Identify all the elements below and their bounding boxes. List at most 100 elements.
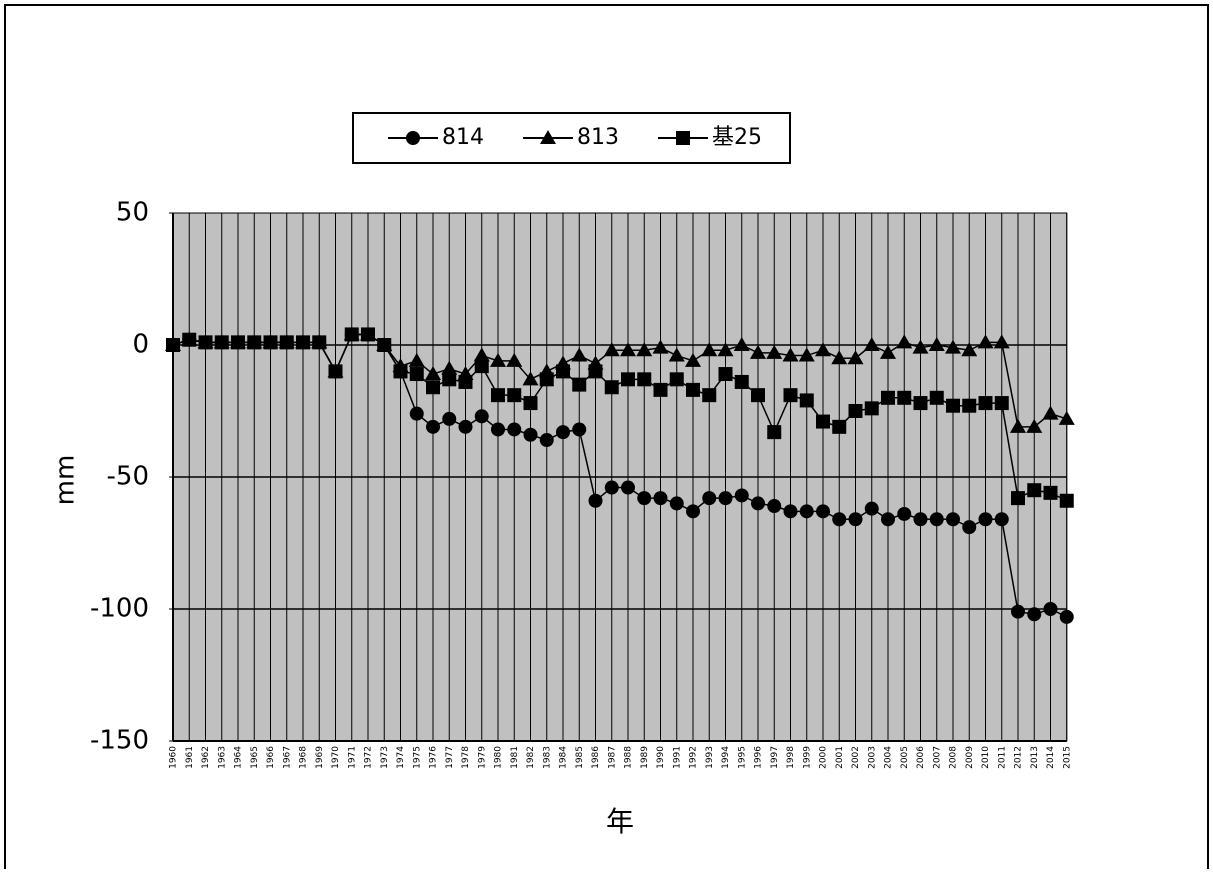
data-point <box>929 512 944 527</box>
x-tick-label: 1987 <box>607 746 617 769</box>
x-tick-label: 1964 <box>234 746 244 769</box>
data-point <box>767 425 782 440</box>
data-point <box>816 414 830 429</box>
data-point <box>571 347 588 362</box>
data-point <box>621 372 635 387</box>
x-tick-label: 1962 <box>201 746 211 769</box>
x-tick-label: 1986 <box>591 746 601 769</box>
data-point <box>1042 405 1059 420</box>
data-point <box>864 401 879 416</box>
data-point <box>458 374 473 389</box>
x-tick-label: 1969 <box>315 746 325 769</box>
data-point <box>296 335 310 350</box>
data-point <box>928 337 945 351</box>
data-point <box>896 334 913 349</box>
x-tick-label: 1968 <box>299 746 309 769</box>
data-point <box>328 364 343 379</box>
data-point <box>994 396 1009 411</box>
data-point <box>653 382 668 397</box>
data-point <box>701 342 718 357</box>
data-point <box>913 396 928 411</box>
data-point <box>766 344 783 359</box>
data-point <box>1027 607 1042 622</box>
y-tick-label: -100 <box>90 594 149 624</box>
x-tick-label: 1988 <box>624 746 634 769</box>
data-point <box>491 388 505 403</box>
x-tick-label: 1997 <box>770 746 780 769</box>
data-point <box>1011 491 1025 506</box>
x-tick-label: 1973 <box>380 746 390 769</box>
data-point <box>848 512 863 527</box>
x-tick-label: 2008 <box>949 746 959 769</box>
data-point <box>621 480 635 495</box>
data-point <box>734 374 749 389</box>
x-tick-label: 1972 <box>364 746 374 769</box>
x-tick-label: 1996 <box>754 746 764 769</box>
x-tick-label: 1961 <box>185 746 195 769</box>
data-point <box>441 360 458 375</box>
data-point <box>669 372 684 387</box>
data-point <box>685 352 701 367</box>
data-point <box>669 496 684 511</box>
data-point <box>344 327 359 342</box>
data-point <box>718 367 733 382</box>
legend-label: 813 <box>577 125 619 150</box>
x-tick-label: 1977 <box>445 746 455 769</box>
data-point <box>425 366 441 381</box>
data-point <box>912 339 929 354</box>
data-point <box>1043 602 1058 616</box>
data-point <box>832 419 847 434</box>
x-tick-label: 1980 <box>494 746 504 769</box>
data-point <box>816 504 830 519</box>
x-tick-label: 2006 <box>916 746 926 769</box>
data-point <box>652 339 669 354</box>
data-point <box>848 404 863 418</box>
x-tick-label: 2005 <box>900 746 910 769</box>
data-point <box>668 347 685 362</box>
data-point <box>409 406 424 421</box>
x-tick-label: 1960 <box>169 746 179 769</box>
x-tick-label: 1979 <box>477 746 487 769</box>
data-point <box>572 422 587 437</box>
data-point <box>409 367 424 382</box>
y-tick-label: -50 <box>107 462 149 492</box>
x-tick-label: 2003 <box>867 746 877 769</box>
data-point <box>458 419 473 434</box>
data-point <box>490 352 506 367</box>
data-point <box>361 327 375 342</box>
x-tick-label: 1985 <box>575 746 585 769</box>
x-tick-label: 1978 <box>461 746 471 769</box>
data-point <box>408 352 425 367</box>
legend-label: 基25 <box>712 125 762 150</box>
y-tick-label: 50 <box>116 198 149 228</box>
data-point <box>1058 410 1075 425</box>
data-point <box>572 377 587 392</box>
data-point <box>717 342 734 357</box>
legend-marker <box>676 131 690 145</box>
data-point <box>377 338 392 352</box>
data-point <box>198 335 213 350</box>
x-tick-label: 2004 <box>884 746 894 769</box>
data-point <box>977 334 994 349</box>
data-point <box>1059 493 1074 508</box>
y-tick-label: -150 <box>90 726 149 756</box>
data-point <box>767 499 782 514</box>
data-point <box>978 396 993 411</box>
x-tick-label: 1992 <box>689 746 699 769</box>
y-tick-label: 0 <box>132 330 149 360</box>
x-tick-label: 1995 <box>737 746 747 769</box>
data-point <box>897 390 912 405</box>
x-tick-label: 1981 <box>510 746 520 769</box>
data-point <box>166 338 180 352</box>
x-tick-label: 1970 <box>331 746 341 769</box>
data-point <box>946 512 960 527</box>
x-tick-label: 1989 <box>640 746 650 769</box>
data-point <box>539 372 554 387</box>
data-point <box>897 506 912 521</box>
data-point <box>523 427 538 442</box>
data-point <box>522 371 539 386</box>
x-tick-label: 1974 <box>396 746 406 769</box>
x-tick-label: 1982 <box>526 746 536 769</box>
x-tick-label: 2012 <box>1014 746 1024 769</box>
